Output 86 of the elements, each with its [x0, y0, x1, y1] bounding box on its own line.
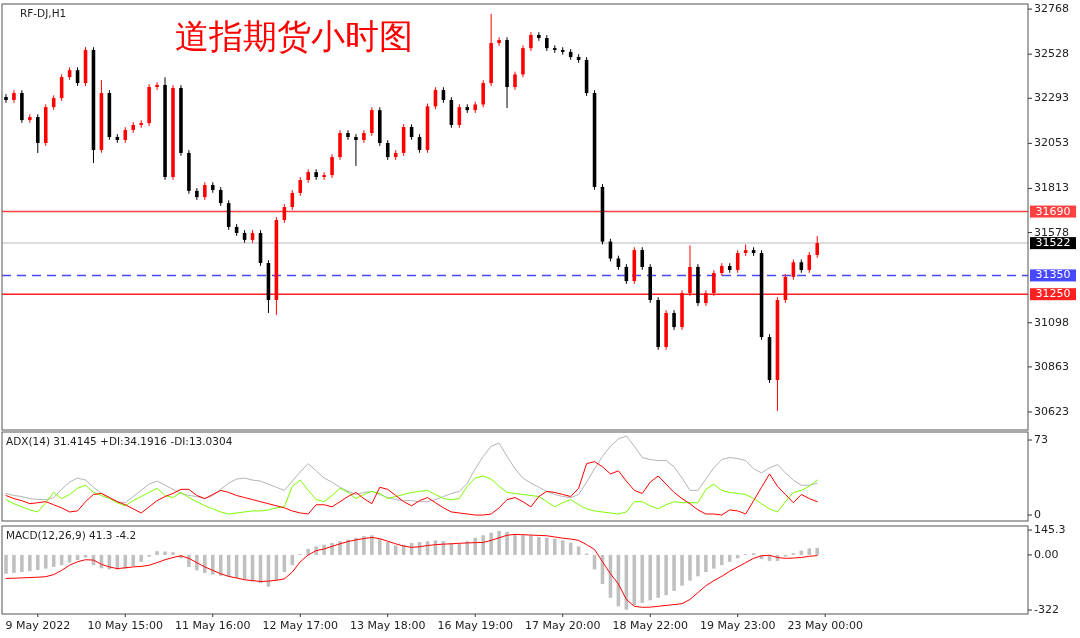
bar: [529, 535, 533, 555]
bar: [505, 531, 509, 555]
bar: [83, 554, 88, 558]
bar: [696, 554, 700, 577]
bar: [815, 547, 820, 555]
bar: [513, 534, 517, 555]
bar: [807, 548, 812, 555]
bar: [354, 537, 358, 555]
line-series: [5, 461, 818, 516]
bar: [131, 554, 136, 567]
bar: [203, 554, 207, 573]
bar: [648, 554, 652, 601]
annotation: RF-DJ,H1: [20, 7, 67, 19]
bar: [521, 535, 525, 555]
x-tick-label: 19 May 23:00: [699, 619, 776, 632]
y-tick-label: 31578: [1034, 225, 1069, 239]
y-tick-label: 73: [1034, 433, 1048, 447]
bar: [680, 554, 684, 586]
bar: [218, 554, 223, 576]
bar: [704, 554, 708, 573]
x-tick-label: 9 May 2022: [5, 619, 71, 632]
bar: [489, 532, 493, 555]
y-tick-label: 32768: [1034, 2, 1069, 16]
bar: [537, 536, 541, 555]
y-tick-label: 0.00: [1034, 547, 1059, 561]
bar: [672, 554, 676, 591]
bar: [139, 554, 143, 562]
bar: [727, 554, 732, 562]
x-tick-label: 17 May 20:00: [525, 619, 601, 632]
x-tick-label: 11 May 16:00: [175, 619, 251, 632]
x-tick-label: 18 May 22:00: [612, 619, 688, 632]
ref-line-label: 31690: [1035, 204, 1071, 218]
bar: [195, 554, 199, 571]
y-tick-label: 30623: [1034, 404, 1069, 418]
bar: [378, 538, 382, 555]
bar: [43, 554, 48, 569]
bar: [664, 554, 668, 596]
x-tick-label: 12 May 17:00: [262, 619, 338, 632]
bar: [155, 551, 159, 555]
bar: [552, 538, 557, 555]
y-tick-label: -322: [1034, 603, 1059, 617]
bar: [28, 554, 32, 572]
x-tick-label: 16 May 19:00: [437, 619, 513, 632]
bar: [473, 537, 478, 555]
bar: [385, 542, 390, 555]
y-tick-label: 31098: [1034, 315, 1069, 329]
bar: [497, 530, 501, 555]
bar: [560, 540, 565, 555]
bar: [545, 537, 549, 555]
bar: [338, 541, 342, 555]
y-tick-label: 0: [1034, 508, 1041, 522]
y-tick-label: 32293: [1034, 91, 1069, 105]
line-series: [5, 533, 818, 608]
bar: [688, 554, 692, 581]
x-tick-label: 13 May 18:00: [350, 619, 426, 632]
bar: [210, 554, 215, 575]
x-tick-label: 23 May 00:00: [787, 619, 863, 632]
bar: [123, 554, 128, 569]
bar: [370, 535, 374, 555]
bar: [20, 554, 24, 573]
chart-title: 道指期货小时图: [175, 18, 413, 55]
y-tick-label: 31813: [1034, 181, 1069, 195]
annotation: ADX(14) 31.4145 +DI:34.1916 -DI:13.0304: [6, 435, 233, 447]
bar: [36, 554, 40, 570]
line-series: [5, 475, 818, 515]
bar: [656, 554, 660, 598]
y-tick-label: 145.3: [1034, 523, 1066, 537]
annotation: MACD(12,26,9) 41.3 -4.2: [6, 529, 137, 541]
y-tick-label: 32053: [1034, 136, 1069, 150]
bar: [712, 554, 716, 569]
bar: [720, 554, 724, 566]
y-tick-label: 32528: [1034, 47, 1069, 61]
y-tick-label: 30863: [1034, 359, 1069, 373]
bar: [4, 554, 8, 574]
bar: [171, 552, 175, 555]
bar: [12, 554, 16, 573]
ref-line-label: 31522: [1035, 236, 1071, 250]
bar: [362, 536, 366, 555]
line-series: [5, 435, 818, 504]
bar: [481, 535, 485, 555]
ref-line-label: 31350: [1035, 268, 1071, 282]
x-tick-label: 10 May 15:00: [87, 619, 163, 632]
bar: [346, 539, 350, 555]
bar: [640, 554, 645, 603]
bar: [163, 551, 167, 555]
ref-line-label: 31250: [1035, 287, 1071, 301]
